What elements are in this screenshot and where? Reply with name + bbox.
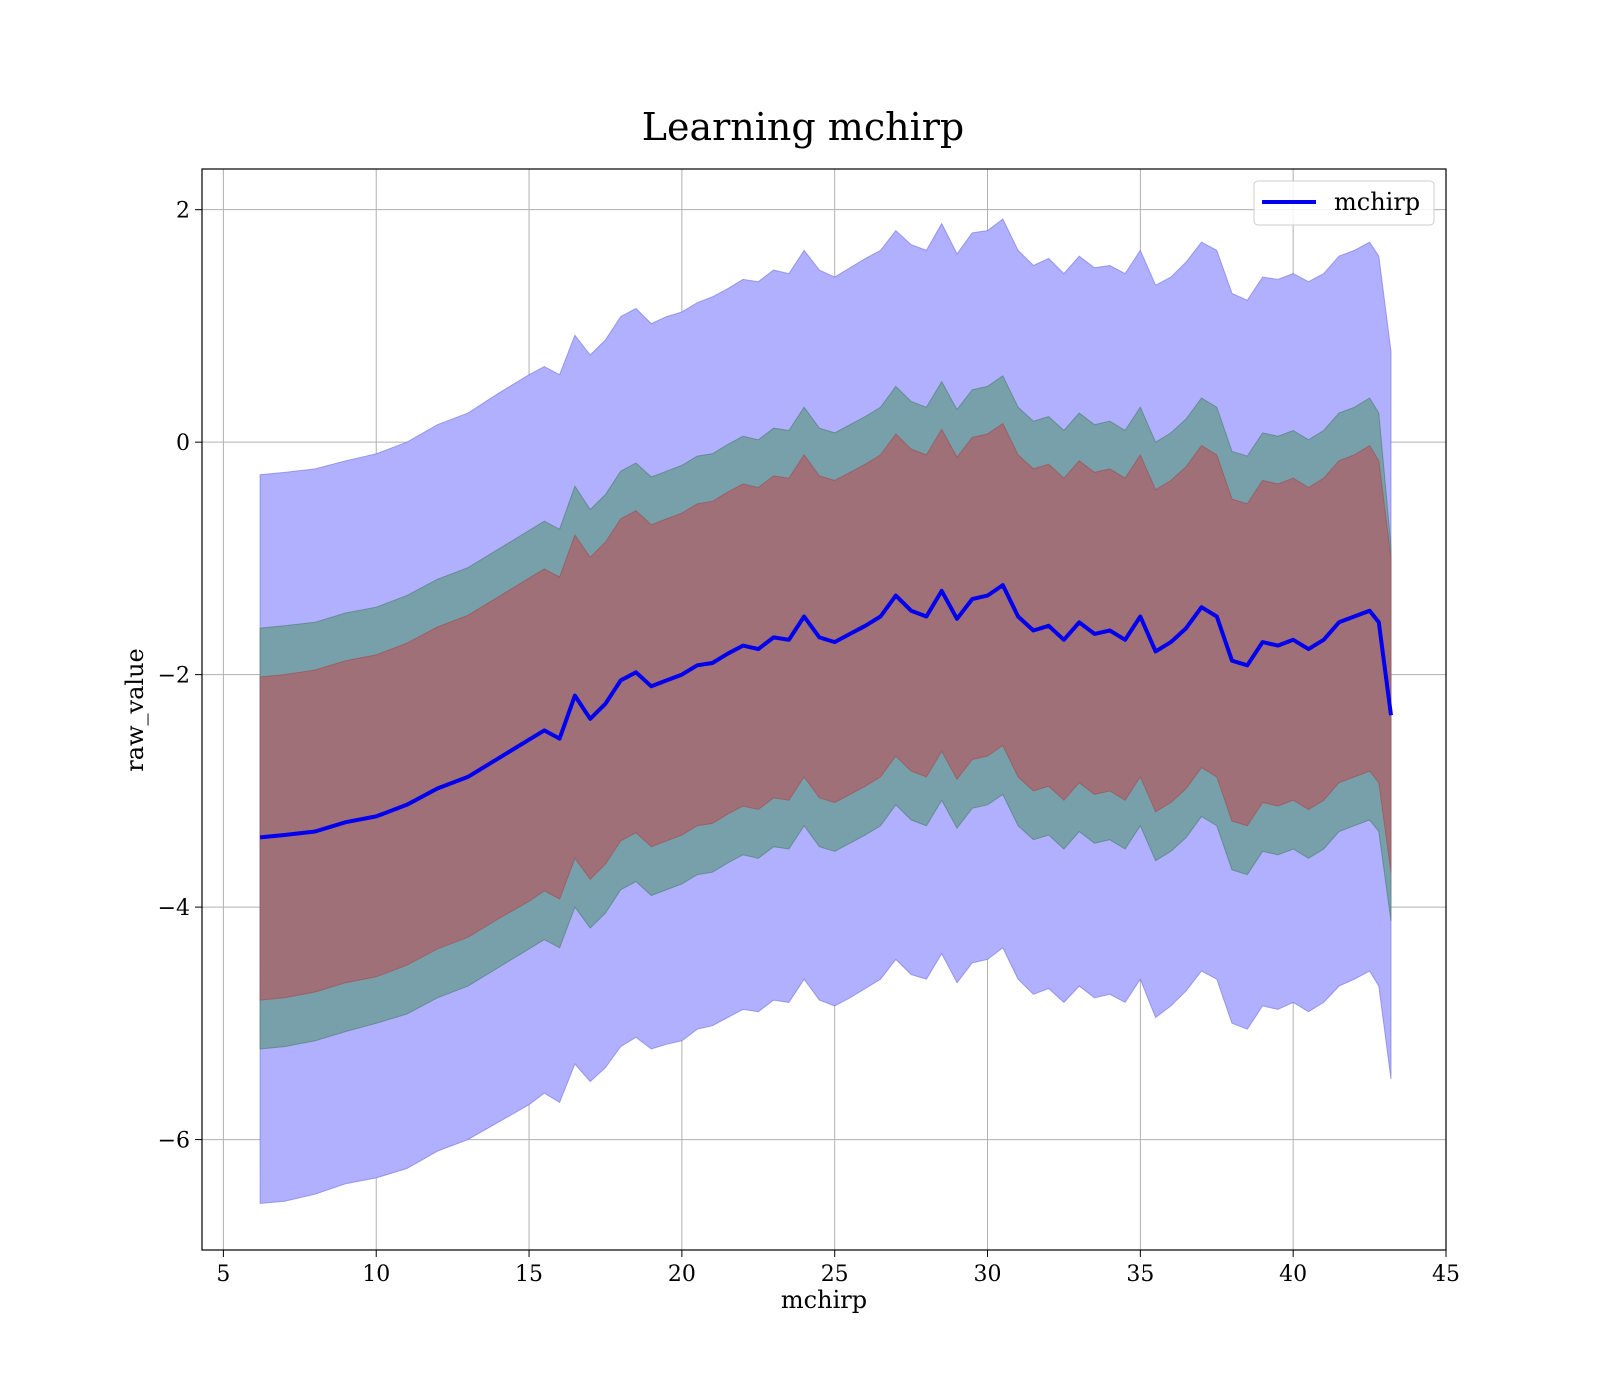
plot-area <box>259 218 1393 1205</box>
inner-band <box>259 422 1392 1001</box>
x-tick-label: 10 <box>362 1262 390 1287</box>
x-axis-label: mchirp <box>781 1286 867 1314</box>
legend-box <box>1253 180 1435 226</box>
y-tick-label: −6 <box>158 1129 190 1154</box>
x-tick-label: 45 <box>1432 1262 1460 1287</box>
y-axis: 2 0 −2 −4 −6 <box>158 199 202 1154</box>
y-tick-label: 2 <box>176 199 190 224</box>
x-tick-label: 35 <box>1126 1262 1154 1287</box>
plot-frame <box>201 168 1447 1251</box>
y-tick-label: −2 <box>158 664 190 689</box>
y-tick-label: 0 <box>176 431 190 456</box>
x-tick-label: 20 <box>668 1262 696 1287</box>
x-tick-label: 5 <box>216 1262 230 1287</box>
x-axis: 5 10 15 20 25 30 35 40 45 <box>216 1250 1460 1287</box>
legend: mchirp <box>1253 180 1435 226</box>
y-axis-label: raw_value <box>121 648 149 772</box>
y-tick-label: −4 <box>158 896 190 921</box>
x-tick-label: 30 <box>974 1262 1002 1287</box>
x-tick-label: 15 <box>515 1262 543 1287</box>
legend-label: mchirp <box>1334 188 1420 216</box>
x-tick-label: 40 <box>1279 1262 1307 1287</box>
series-line-mchirp <box>259 583 1393 840</box>
chart-title: Learning mchirp <box>642 105 964 149</box>
x-tick-label: 25 <box>821 1262 849 1287</box>
